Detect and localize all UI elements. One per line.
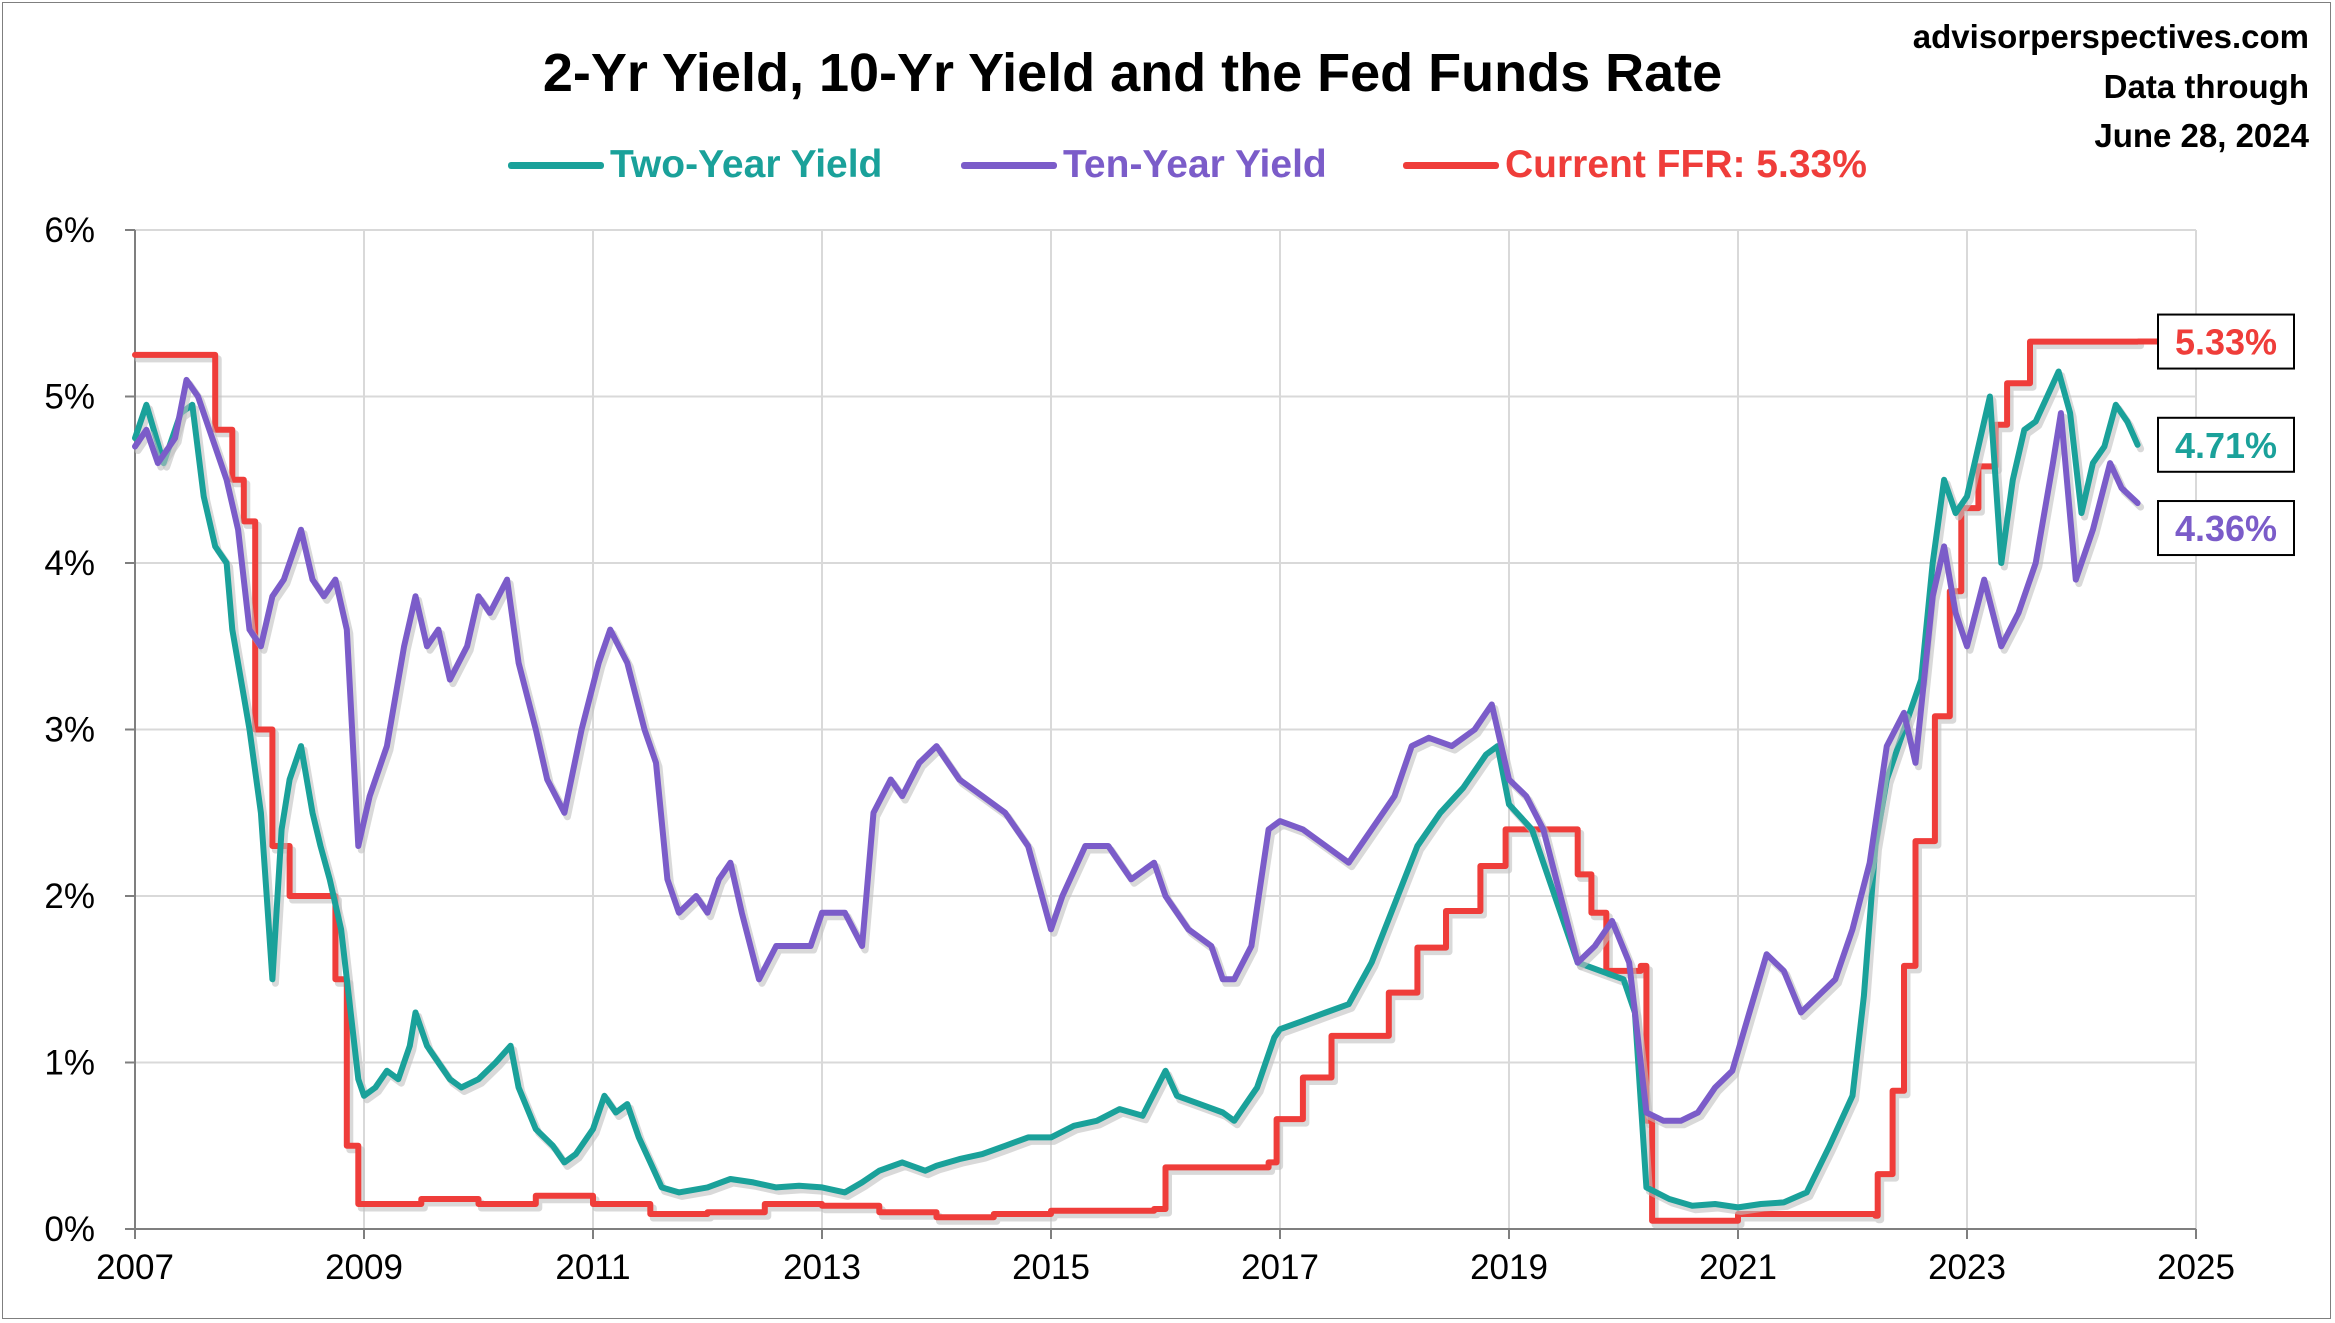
x-tick-label: 2023 <box>1928 1248 2006 1287</box>
x-tick-label: 2007 <box>96 1248 174 1287</box>
legend-label-two-year: Two-Year Yield <box>610 143 883 186</box>
x-tick-label: 2015 <box>1012 1248 1090 1287</box>
y-tick-label: 5% <box>44 378 95 417</box>
series-shadow-two-year <box>134 372 2145 1215</box>
series-shadow-ffr <box>134 342 2145 1229</box>
y-tick-label: 2% <box>44 877 95 916</box>
source-date: June 28, 2024 <box>2094 117 2309 154</box>
source-site: advisorperspectives.com <box>1912 18 2309 55</box>
legend-swatch-two-year <box>508 161 604 169</box>
end-label-ten-year: 4.36% <box>2175 508 2277 549</box>
x-tick-label: 2021 <box>1699 1248 1777 1287</box>
x-tick-label: 2019 <box>1470 1248 1548 1287</box>
series-shadow-ten-year <box>134 380 2145 1129</box>
x-tick-label: 2017 <box>1241 1248 1319 1287</box>
end-label-box-ten-year <box>2157 500 2295 557</box>
end-label-ffr: 5.33% <box>2175 322 2277 363</box>
legend-item-ten-year: Ten-Year Yield <box>961 140 1327 190</box>
legend-item-two-year: Two-Year Yield <box>508 140 882 190</box>
legend-item-ffr: Current FFR: 5.33% <box>1403 140 1867 190</box>
legend-label-ten-year: Ten-Year Yield <box>1063 143 1327 186</box>
end-label-box-two-year <box>2157 416 2295 473</box>
source-data-through: Data through <box>2103 68 2309 105</box>
y-tick-label: 4% <box>44 544 95 583</box>
x-tick-label: 2009 <box>325 1248 403 1287</box>
chart-legend: Two-Year Yield Ten-Year Yield Current FF… <box>0 140 2335 190</box>
legend-swatch-ffr <box>1403 161 1499 169</box>
series-line-two-year <box>132 368 2141 1211</box>
x-tick-label: 2011 <box>555 1248 630 1287</box>
end-label-box-ffr <box>2157 313 2295 370</box>
series-line-ten-year <box>132 376 2141 1124</box>
series-line-ffr <box>132 338 2141 1224</box>
end-label-two-year: 4.71% <box>2175 425 2277 466</box>
y-tick-label: 1% <box>44 1044 95 1083</box>
y-tick-label: 6% <box>44 211 95 250</box>
legend-label-ffr: Current FFR: 5.33% <box>1505 143 1867 186</box>
chart-title: 2-Yr Yield, 10-Yr Yield and the Fed Fund… <box>542 43 1723 103</box>
y-tick-label: 0% <box>44 1210 95 1249</box>
y-tick-label: 3% <box>44 711 95 750</box>
x-tick-label: 2013 <box>783 1248 861 1287</box>
legend-swatch-ten-year <box>961 161 1057 169</box>
x-tick-label: 2025 <box>2157 1248 2235 1287</box>
